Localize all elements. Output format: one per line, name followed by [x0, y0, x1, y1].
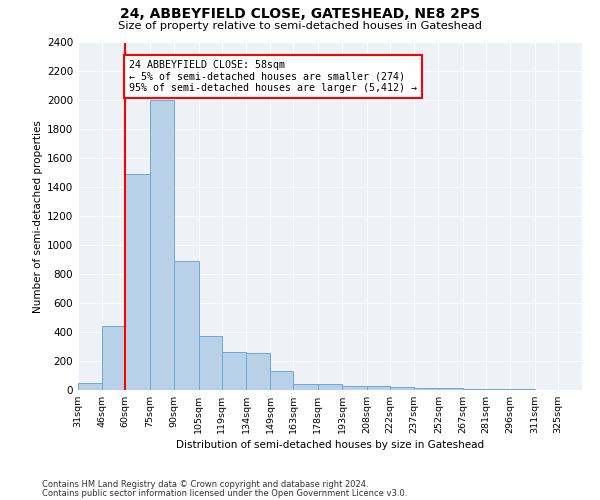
- Bar: [342, 386, 367, 390]
- Bar: [125, 174, 150, 390]
- Text: Size of property relative to semi-detached houses in Gateshead: Size of property relative to semi-detach…: [118, 21, 482, 31]
- Bar: [174, 261, 199, 390]
- Bar: [199, 336, 221, 390]
- Bar: [271, 371, 293, 390]
- Text: Contains HM Land Registry data © Crown copyright and database right 2024.: Contains HM Land Registry data © Crown c…: [42, 480, 368, 489]
- Text: Contains public sector information licensed under the Open Government Licence v3: Contains public sector information licen…: [42, 488, 407, 498]
- X-axis label: Distribution of semi-detached houses by size in Gateshead: Distribution of semi-detached houses by …: [176, 440, 484, 450]
- Bar: [103, 326, 125, 390]
- Bar: [439, 388, 463, 390]
- Bar: [246, 353, 271, 390]
- Bar: [414, 388, 439, 390]
- Bar: [389, 387, 414, 390]
- Bar: [78, 383, 103, 390]
- Bar: [463, 388, 486, 390]
- Bar: [486, 389, 510, 390]
- Bar: [293, 384, 318, 390]
- Y-axis label: Number of semi-detached properties: Number of semi-detached properties: [33, 120, 43, 312]
- Text: 24 ABBEYFIELD CLOSE: 58sqm
← 5% of semi-detached houses are smaller (274)
95% of: 24 ABBEYFIELD CLOSE: 58sqm ← 5% of semi-…: [128, 60, 416, 93]
- Bar: [221, 352, 246, 390]
- Text: 24, ABBEYFIELD CLOSE, GATESHEAD, NE8 2PS: 24, ABBEYFIELD CLOSE, GATESHEAD, NE8 2PS: [120, 8, 480, 22]
- Bar: [318, 384, 342, 390]
- Bar: [150, 100, 174, 390]
- Bar: [367, 386, 389, 390]
